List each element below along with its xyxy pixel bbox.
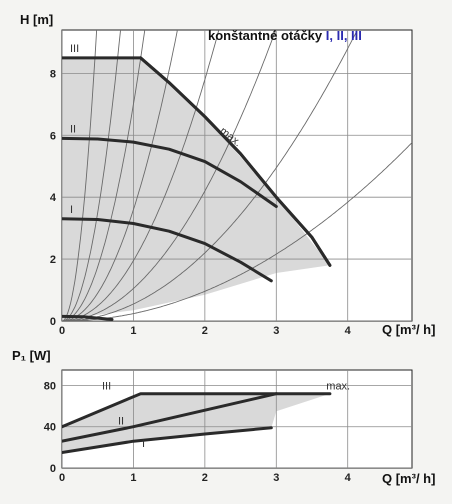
x-tick-label: 1 [130, 472, 136, 484]
curve-ii [62, 392, 278, 443]
curve-label-i: I [70, 204, 73, 216]
curve-label-iii: III [70, 43, 79, 55]
y-tick-label: 4 [50, 192, 57, 204]
x-tick-label: 2 [202, 325, 208, 337]
curve-iii [62, 392, 332, 429]
plot-content [62, 30, 412, 321]
curve-max [139, 56, 332, 267]
x-tick-label: 4 [345, 472, 352, 484]
curve-label-ii: II [118, 416, 124, 428]
system-curve-4 [62, 30, 178, 321]
y-tick-label: 0 [50, 316, 56, 328]
operating-range-shade [62, 57, 330, 320]
curve-ii [62, 136, 278, 208]
x-axis-title: Q [m³/ h] [382, 322, 435, 337]
x-tick-label: 3 [273, 325, 279, 337]
system-curve-8 [62, 142, 412, 321]
y-tick-label: 8 [50, 68, 56, 80]
x-tick-label: 3 [273, 472, 279, 484]
system-curve-6 [62, 30, 277, 321]
system-curve-2 [62, 30, 122, 321]
curve-low-speed [62, 314, 114, 321]
x-tick-label: 2 [202, 472, 208, 484]
chart-heading: konštantné otáčky I, II, III [208, 28, 362, 43]
system-curve-3 [62, 30, 146, 321]
curve-i [62, 426, 273, 454]
x-tick-label: 0 [59, 472, 65, 484]
chart-title: konštantné otáčky [208, 28, 326, 43]
plot-content [62, 370, 412, 468]
y-tick-label: 0 [50, 463, 56, 475]
y-axis-title: P₁ [W] [12, 348, 51, 363]
curve-label-iii: III [102, 381, 111, 393]
system-curve-1 [62, 30, 98, 321]
system-curve-7 [62, 30, 358, 321]
x-tick-label: 0 [59, 325, 65, 337]
x-tick-label: 1 [130, 325, 136, 337]
curve-label-ii: II [70, 123, 76, 135]
max-label: max. [326, 381, 350, 393]
x-axis-title: Q [m³/ h] [382, 471, 435, 486]
y-tick-label: 6 [50, 130, 56, 142]
curve-label-i: I [142, 438, 145, 450]
x-tick-label: 4 [345, 325, 352, 337]
y-tick-label: 40 [44, 422, 56, 434]
chart-title-suffix: I, II, III [326, 28, 362, 43]
y-tick-label: 2 [50, 254, 56, 266]
curve-i [62, 217, 273, 283]
system-curve-5 [62, 30, 220, 321]
y-axis-title: H [m] [20, 12, 53, 27]
operating-range-shade [62, 393, 330, 453]
y-tick-label: 80 [44, 380, 56, 392]
